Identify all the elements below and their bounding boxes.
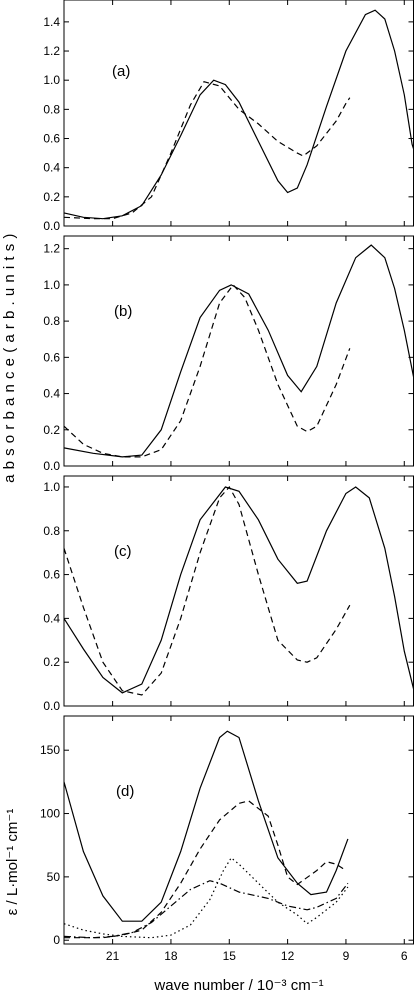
x-tick-label: 18 bbox=[164, 949, 178, 963]
y-tick-label: 150 bbox=[40, 743, 60, 757]
panel-label-a: (a) bbox=[112, 63, 130, 80]
series-line-dashed bbox=[63, 80, 351, 220]
y-tick-label: 0.2 bbox=[43, 655, 60, 669]
panel-b: 0.0 0.2 0.4 0.6 0.8 1.0 1.2 (b) bbox=[43, 235, 414, 473]
y-tick-label: 0.0 bbox=[43, 459, 60, 473]
y-tick-label: 0.6 bbox=[43, 350, 60, 364]
y-tick-label: 1.2 bbox=[43, 242, 60, 256]
series-line-dotted bbox=[63, 857, 349, 939]
y-tick-label: 100 bbox=[40, 807, 60, 821]
series-line-dashed bbox=[63, 283, 351, 458]
y-tick-label: 0.4 bbox=[43, 161, 60, 175]
y-tick-label: 0.2 bbox=[43, 423, 60, 437]
x-tick-label: 9 bbox=[343, 949, 350, 963]
y-tick-label: 0.4 bbox=[43, 387, 60, 401]
y-tick-label: 1.2 bbox=[43, 44, 60, 58]
panel-frame bbox=[63, 0, 414, 227]
y-tick-label: 1.0 bbox=[43, 480, 60, 494]
y-tick-label: 1.4 bbox=[43, 15, 60, 29]
x-tick-label: 15 bbox=[223, 949, 237, 963]
y-tick-label: 0.8 bbox=[43, 524, 60, 538]
panel-frame bbox=[63, 475, 414, 707]
panel-d: 0 50 100 150 21 18 15 12 9 6 (d) bbox=[40, 715, 414, 963]
panel-label-c: (c) bbox=[114, 543, 132, 560]
y-tick-label: 0.4 bbox=[43, 611, 60, 625]
y-tick-label: 0.0 bbox=[43, 699, 60, 713]
y-tick-label: 50 bbox=[47, 870, 61, 884]
y-tick-label: 0.0 bbox=[43, 219, 60, 233]
y-tick-label: 0.8 bbox=[43, 314, 60, 328]
panel-label-b: (b) bbox=[114, 303, 132, 320]
panel-c: 0.0 0.2 0.4 0.6 0.8 1.0 (c) bbox=[43, 475, 414, 713]
series-line-solid bbox=[63, 486, 414, 694]
panel-label-d: (d) bbox=[116, 783, 134, 800]
x-tick-label: 21 bbox=[106, 949, 120, 963]
x-tick-label: 6 bbox=[401, 949, 408, 963]
y-tick-label: 0.8 bbox=[43, 102, 60, 116]
y-tick-label: 0.6 bbox=[43, 568, 60, 582]
series-line-dashdot bbox=[63, 880, 349, 939]
series-line-solid bbox=[63, 730, 349, 922]
x-axis-title: wave number / 10⁻³ cm⁻¹ bbox=[153, 977, 323, 994]
panel-a: 0.0 0.2 0.4 0.6 0.8 1.0 1.2 1.4 (a) bbox=[43, 0, 414, 233]
panel-d-y-axis-title: ε / L·mol⁻¹ cm⁻¹ bbox=[4, 809, 21, 916]
series-line-solid bbox=[63, 9, 414, 220]
shared-y-axis-title: a b s o r b a n c e ( a r b . u n i t s … bbox=[1, 233, 18, 483]
series-line-dashed bbox=[64, 800, 347, 939]
y-tick-label: 1.0 bbox=[43, 278, 60, 292]
panel-frame bbox=[63, 235, 414, 467]
panel-frame bbox=[63, 715, 414, 945]
y-tick-label: 0.2 bbox=[43, 190, 60, 204]
x-tick-label: 12 bbox=[281, 949, 295, 963]
y-tick-label: 0.6 bbox=[43, 132, 60, 146]
y-tick-label: 1.0 bbox=[43, 73, 60, 87]
y-tick-label: 0 bbox=[53, 933, 60, 947]
series-line-dashed bbox=[63, 485, 351, 696]
series-line-solid bbox=[63, 244, 414, 458]
